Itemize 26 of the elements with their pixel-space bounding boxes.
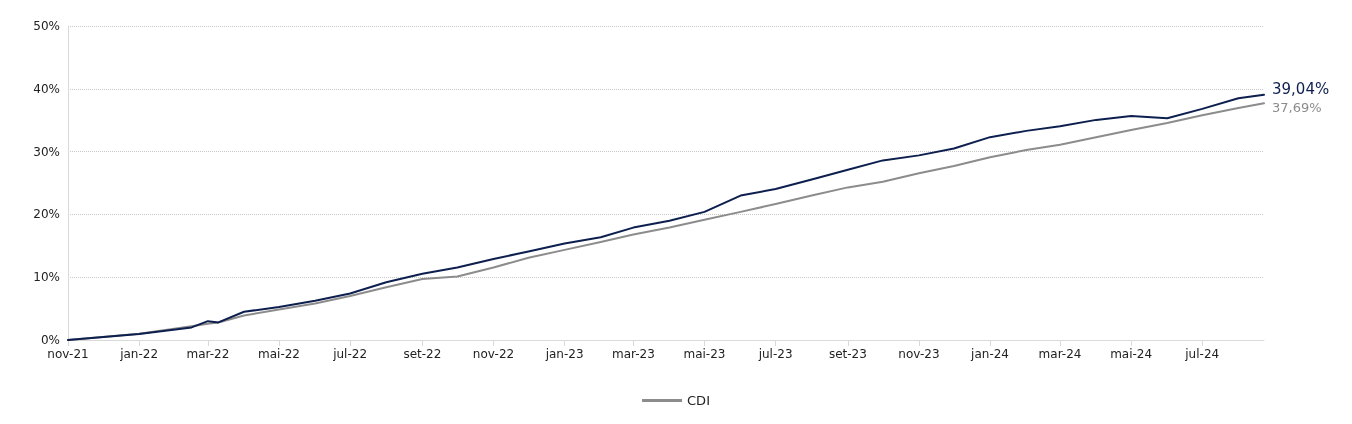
x-tick-label: jan-22: [119, 347, 159, 361]
y-tick-label: 40%: [33, 81, 60, 96]
x-tick-label: jul-23: [757, 347, 793, 361]
annotation: 37,69%: [1272, 99, 1322, 115]
x-tick-label: nov-21: [47, 347, 89, 361]
x-tick-label: mar-22: [186, 347, 230, 361]
annotation: 39,04%: [1272, 79, 1330, 98]
x-tick-label: nov-22: [472, 347, 515, 361]
x-tick-label: mai-23: [683, 347, 726, 361]
x-tick-label: jul-22: [332, 347, 368, 361]
x-tick-label: mai-24: [1110, 347, 1153, 361]
x-tick-label: jan-23: [544, 347, 584, 361]
legend-label: CDI: [687, 393, 710, 408]
y-tick-label: 30%: [33, 144, 60, 159]
x-tick-label: jul-24: [1184, 347, 1220, 361]
y-tick-label: 20%: [33, 207, 60, 222]
x-tick-label: mar-24: [1038, 347, 1082, 361]
x-tick-label: jan-24: [970, 347, 1010, 361]
x-tick-label: nov-23: [898, 347, 940, 361]
x-tick-label: set-22: [403, 347, 442, 361]
y-tick-label: 10%: [33, 270, 60, 285]
x-tick-label: set-23: [828, 347, 867, 361]
y-tick-label: 0%: [40, 333, 60, 347]
x-tick-label: mai-22: [258, 347, 300, 361]
y-tick-label: 50%: [33, 19, 60, 33]
x-tick-label: mar-23: [611, 347, 655, 361]
